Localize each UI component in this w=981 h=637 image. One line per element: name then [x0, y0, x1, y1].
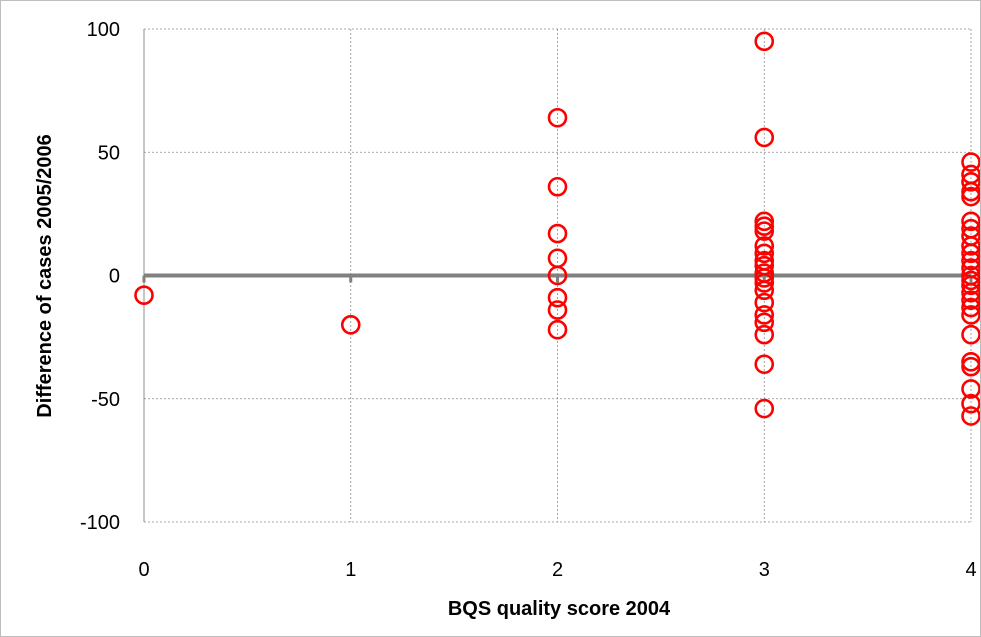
x-tick-labels: 0 1 2 3 4 [138, 559, 976, 581]
data-point [961, 282, 980, 303]
data-point [547, 300, 568, 320]
y-tick-labels: -100 -50 0 50 100 [80, 19, 120, 534]
data-point [754, 292, 775, 313]
data-point [547, 223, 568, 244]
data-point [754, 216, 775, 236]
data-point [961, 250, 980, 271]
data-point [754, 280, 775, 301]
data-point [754, 398, 775, 419]
data-point [961, 275, 980, 296]
data-point [961, 297, 980, 318]
data-point [961, 270, 980, 291]
y-tick-label: 50 [98, 142, 120, 164]
data-point [754, 236, 775, 256]
data-point [754, 268, 775, 288]
data-point [961, 152, 980, 172]
data-point [961, 243, 980, 264]
data-point [754, 273, 775, 293]
y-tick-label: -50 [91, 389, 120, 411]
data-point [547, 265, 568, 286]
data-point [134, 285, 154, 306]
data-point [961, 406, 980, 426]
data-point [754, 127, 775, 148]
data-point [961, 211, 980, 232]
y-tick-label: 0 [109, 266, 120, 288]
data-point [961, 305, 980, 325]
data-point [547, 319, 568, 340]
data-point [961, 356, 980, 377]
data-point [961, 186, 980, 207]
data-point [754, 211, 775, 232]
data-point [961, 236, 980, 256]
y-axis-title: Difference of cases 2005/2006 [34, 134, 56, 418]
data-point [754, 305, 775, 325]
data-point [961, 181, 980, 202]
data-point [754, 312, 775, 333]
x-tick-label: 1 [345, 559, 356, 581]
y-tick-label: 100 [87, 19, 120, 41]
data-point [754, 221, 775, 241]
data-point [961, 324, 980, 345]
x-axis-title: BQS quality score 2004 [448, 598, 671, 620]
data-point [961, 379, 980, 399]
data-point [754, 31, 775, 52]
x-tick-label: 3 [759, 559, 770, 581]
zero-line-group [142, 273, 973, 283]
data-point [754, 354, 775, 375]
data-point [961, 290, 980, 310]
data-point [961, 351, 980, 372]
x-tick-label: 4 [965, 559, 976, 581]
data-point [961, 393, 980, 414]
data-point [754, 243, 775, 264]
data-point [961, 172, 980, 192]
data-point [754, 324, 775, 345]
data-point [547, 107, 568, 128]
data-point [340, 314, 361, 335]
x-tick-label: 2 [552, 559, 563, 581]
x-tick-label: 0 [138, 559, 149, 581]
data-point [547, 176, 568, 197]
y-tick-label: -100 [80, 512, 120, 534]
data-points [134, 31, 980, 426]
data-point [547, 287, 568, 308]
